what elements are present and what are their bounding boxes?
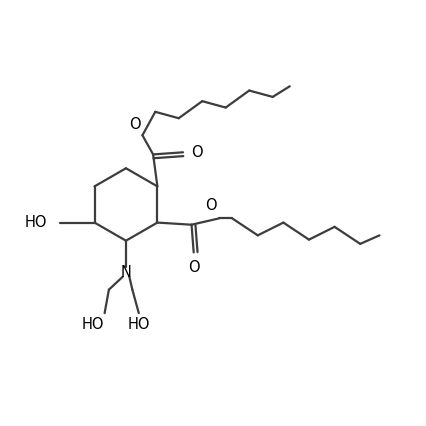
Text: O: O bbox=[190, 145, 202, 160]
Text: N: N bbox=[120, 265, 131, 280]
Text: O: O bbox=[205, 198, 217, 213]
Text: HO: HO bbox=[127, 317, 150, 331]
Text: HO: HO bbox=[82, 317, 104, 331]
Text: O: O bbox=[128, 117, 140, 132]
Text: O: O bbox=[187, 260, 199, 275]
Text: HO: HO bbox=[25, 215, 47, 230]
